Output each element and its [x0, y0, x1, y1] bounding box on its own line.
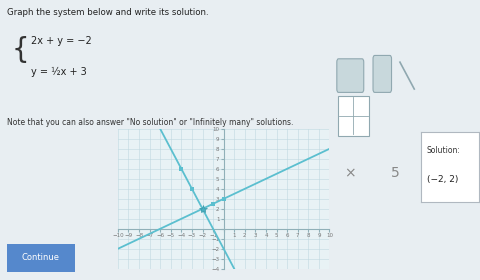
Text: 5: 5: [390, 166, 398, 180]
Text: ×: ×: [343, 166, 355, 180]
Text: Continue: Continue: [22, 253, 60, 262]
FancyBboxPatch shape: [372, 55, 391, 92]
Text: (−2, 2): (−2, 2): [426, 175, 457, 184]
FancyBboxPatch shape: [337, 96, 368, 136]
Text: Graph the system below and write its solution.: Graph the system below and write its sol…: [7, 8, 208, 17]
Text: {: {: [12, 36, 30, 64]
Text: Note that you can also answer "No solution" or "Infinitely many" solutions.: Note that you can also answer "No soluti…: [7, 118, 293, 127]
Text: y = ½x + 3: y = ½x + 3: [31, 67, 87, 77]
Text: 2x + y = −2: 2x + y = −2: [31, 36, 92, 46]
FancyBboxPatch shape: [336, 59, 363, 92]
Text: Solution:: Solution:: [426, 146, 459, 155]
